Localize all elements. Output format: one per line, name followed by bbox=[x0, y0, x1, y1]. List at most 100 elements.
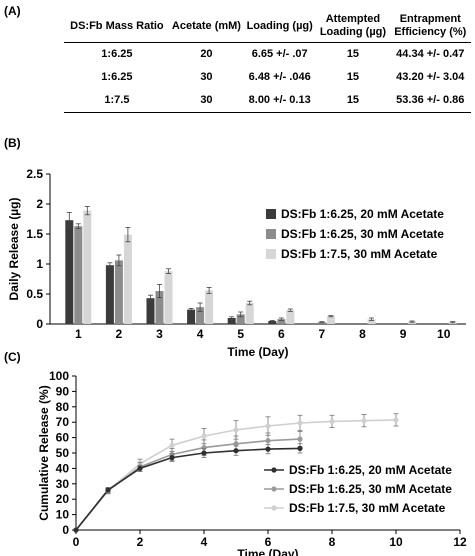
panel-c-label: (C) bbox=[4, 350, 21, 364]
data-point bbox=[393, 417, 399, 423]
data-point bbox=[73, 527, 79, 533]
x-tick-label: 4 bbox=[197, 327, 204, 341]
x-tick-label: 12 bbox=[453, 535, 467, 549]
table-cell: 30 bbox=[169, 89, 244, 113]
x-tick-label: 5 bbox=[237, 327, 244, 341]
panel-a-label: (A) bbox=[4, 4, 21, 18]
x-tick-label: 6 bbox=[265, 535, 272, 549]
bar bbox=[408, 321, 417, 324]
table-cell: 15 bbox=[316, 89, 390, 113]
data-point bbox=[297, 420, 303, 426]
bar bbox=[83, 210, 92, 324]
data-point bbox=[233, 448, 239, 454]
x-axis-label: Time (Day) bbox=[227, 345, 288, 359]
data-point bbox=[297, 436, 303, 442]
x-tick-label: 9 bbox=[400, 327, 407, 341]
legend-label: DS:Fb 1:6.25, 20 mM Acetate bbox=[289, 463, 452, 477]
series-line bbox=[75, 438, 301, 531]
bar bbox=[146, 298, 155, 324]
table-row: 1:6.25 20 6.65 +/- .07 15 44.34 +/- 0.47 bbox=[64, 43, 471, 67]
bar bbox=[105, 265, 114, 324]
bar bbox=[187, 309, 196, 324]
x-tick-label: 4 bbox=[201, 535, 208, 549]
x-tick-label: 1 bbox=[75, 327, 82, 341]
bar bbox=[196, 307, 205, 324]
legend-label: DS:Fb 1:6.25, 30 mM Acetate bbox=[289, 482, 452, 496]
data-point bbox=[137, 465, 143, 471]
y-tick-label: 70 bbox=[56, 415, 70, 429]
bar bbox=[326, 316, 335, 324]
data-point bbox=[297, 445, 303, 451]
x-axis-label: Time (Day) bbox=[237, 547, 298, 556]
table-row: 1:7.5 30 8.00 +/- 0.13 15 53.36 +/- 0.86 bbox=[64, 89, 471, 113]
column-header: Acetate (mM) bbox=[169, 10, 244, 43]
y-tick-label: 20 bbox=[56, 492, 70, 506]
data-point bbox=[201, 445, 207, 451]
panel-b-label: (B) bbox=[4, 136, 21, 150]
table-cell: 1:7.5 bbox=[64, 89, 170, 113]
bar bbox=[164, 271, 173, 324]
y-axis-label: Daily Release (µg) bbox=[7, 198, 21, 301]
table-row: 1:6.25 30 6.48 +/- .046 15 43.20 +/- 3.0… bbox=[64, 66, 471, 89]
data-point bbox=[201, 433, 207, 439]
y-tick-label: 90 bbox=[56, 384, 70, 398]
table-cell: 20 bbox=[200, 48, 213, 60]
data-point bbox=[265, 438, 271, 444]
table-cell: 30 bbox=[200, 71, 213, 83]
x-tick-label: 0 bbox=[73, 535, 80, 549]
legend-marker bbox=[271, 486, 277, 492]
column-header: DS:Fb Mass Ratio bbox=[64, 10, 170, 43]
bar bbox=[268, 321, 277, 324]
x-tick-label: 2 bbox=[137, 535, 144, 549]
bar bbox=[245, 303, 254, 324]
table-cell: 15 bbox=[346, 48, 360, 60]
bar bbox=[74, 226, 83, 324]
legend-swatch bbox=[266, 209, 276, 219]
y-tick-label: 60 bbox=[56, 431, 70, 445]
column-header: Attempted Loading (µg) bbox=[316, 10, 390, 43]
x-tick-label: 6 bbox=[278, 327, 285, 341]
data-point bbox=[361, 418, 367, 424]
table-cell: 8.00 +/- 0.13 bbox=[243, 89, 317, 113]
bar bbox=[65, 220, 74, 324]
legend-label: DS:Fb 1:6.25, 30 mM Acetate bbox=[281, 227, 444, 241]
legend-label: DS:Fb 1:7.5, 30 mM Acetate bbox=[289, 501, 446, 515]
legend-label: DS:Fb 1:6.25, 20 mM Acetate bbox=[281, 207, 444, 221]
y-axis-label: Cumulative Release (%) bbox=[37, 385, 51, 520]
y-tick-label: 2 bbox=[36, 197, 43, 211]
table-cell: 6.65 +/- .07 bbox=[251, 48, 308, 60]
x-tick-label: 8 bbox=[359, 327, 366, 341]
data-point bbox=[169, 442, 175, 448]
bar bbox=[236, 314, 245, 324]
table-cell: 15 bbox=[346, 71, 360, 83]
data-point bbox=[105, 487, 111, 493]
y-tick-label: 50 bbox=[56, 446, 70, 460]
data-point bbox=[265, 446, 271, 452]
x-tick-label: 10 bbox=[389, 535, 403, 549]
column-header: Loading (µg) bbox=[243, 10, 317, 43]
y-tick-label: 0.5 bbox=[26, 287, 43, 301]
data-point bbox=[233, 427, 239, 433]
column-header: Entrapment Efficiency (%) bbox=[389, 10, 471, 43]
legend-label: DS:Fb 1:7.5, 30 mM Acetate bbox=[281, 247, 438, 261]
x-tick-label: 7 bbox=[319, 327, 326, 341]
legend-marker bbox=[271, 505, 277, 511]
x-tick-label: 3 bbox=[156, 327, 163, 341]
table-cell: 44.34 +/- 0.47 bbox=[396, 48, 465, 60]
bar bbox=[114, 260, 123, 324]
data-point bbox=[265, 423, 271, 429]
y-tick-label: 0 bbox=[62, 523, 69, 537]
daily-release-bar-chart: 0 0.5 1 1.5 2 2.5 1 2 3 4 5 6 7 8 9 10 Time (Day) Daily R… bbox=[7, 167, 466, 359]
y-tick-label: 1 bbox=[36, 257, 43, 271]
y-tick-label: 80 bbox=[56, 400, 70, 414]
x-tick-label: 2 bbox=[116, 327, 123, 341]
legend-swatch bbox=[266, 249, 276, 259]
y-tick-label: 30 bbox=[56, 477, 70, 491]
table-cell: 53.36 +/- 0.86 bbox=[389, 89, 471, 113]
bar bbox=[286, 310, 295, 324]
bar bbox=[123, 234, 132, 324]
table-header-row: DS:Fb Mass Ratio Acetate (mM) Loading (µ… bbox=[64, 10, 471, 43]
entrapment-table: DS:Fb Mass Ratio Acetate (mM) Loading (µ… bbox=[64, 10, 471, 113]
data-point bbox=[329, 418, 335, 425]
bar bbox=[227, 318, 236, 324]
